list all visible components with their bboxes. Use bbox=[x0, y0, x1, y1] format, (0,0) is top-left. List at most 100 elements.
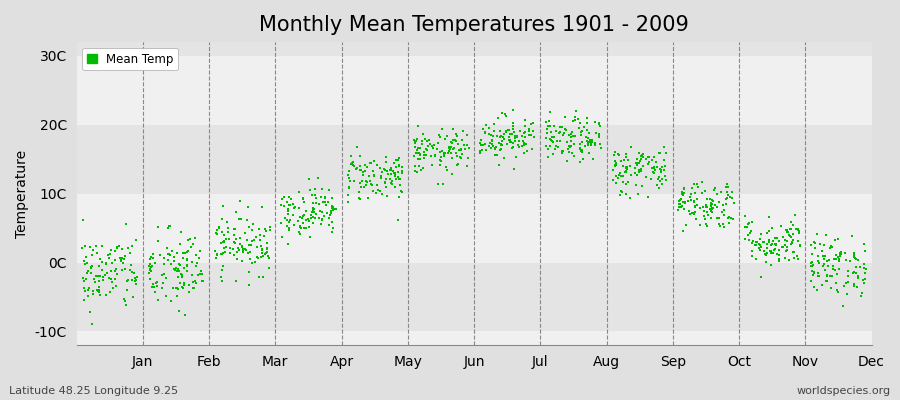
Point bbox=[651, 176, 665, 182]
Point bbox=[164, 298, 178, 304]
Point bbox=[688, 216, 703, 222]
Point bbox=[388, 170, 402, 177]
Point bbox=[854, 290, 868, 296]
Point bbox=[177, 250, 192, 256]
Point bbox=[510, 134, 525, 140]
Point bbox=[647, 165, 662, 171]
Point bbox=[814, 282, 829, 288]
Point bbox=[130, 274, 144, 280]
Point bbox=[389, 176, 403, 182]
Point bbox=[354, 184, 368, 190]
Point bbox=[434, 154, 448, 160]
Point bbox=[180, 268, 194, 274]
Point bbox=[418, 136, 433, 142]
Point bbox=[92, 287, 106, 293]
Point bbox=[573, 145, 588, 151]
Point bbox=[703, 215, 717, 222]
Point bbox=[508, 135, 522, 141]
Point bbox=[260, 245, 274, 251]
Point bbox=[143, 255, 157, 262]
Point bbox=[657, 166, 671, 173]
Point bbox=[620, 157, 634, 163]
Point bbox=[295, 212, 310, 219]
Point bbox=[86, 287, 100, 294]
Point bbox=[86, 290, 100, 297]
Point bbox=[129, 281, 143, 287]
Point bbox=[704, 200, 718, 206]
Point bbox=[157, 261, 171, 267]
Point bbox=[572, 146, 587, 152]
Point bbox=[85, 321, 99, 327]
Point bbox=[491, 152, 505, 158]
Point bbox=[210, 231, 224, 238]
Point bbox=[386, 168, 400, 174]
Point bbox=[248, 259, 262, 265]
Point bbox=[90, 250, 104, 256]
Point bbox=[238, 246, 253, 253]
Point bbox=[554, 147, 569, 154]
Point bbox=[853, 293, 868, 299]
Point bbox=[379, 158, 393, 165]
Point bbox=[389, 157, 403, 164]
Point bbox=[567, 141, 581, 148]
Point bbox=[765, 225, 779, 231]
Point bbox=[580, 120, 594, 126]
Point bbox=[618, 164, 633, 170]
Point bbox=[482, 125, 497, 131]
Point bbox=[79, 259, 94, 266]
Point bbox=[418, 152, 433, 158]
Point bbox=[580, 126, 594, 133]
Point bbox=[584, 141, 598, 147]
Point bbox=[171, 261, 185, 268]
Point bbox=[500, 128, 514, 135]
Point bbox=[157, 271, 171, 277]
Point bbox=[543, 108, 557, 115]
Point bbox=[559, 127, 573, 134]
Point bbox=[446, 126, 460, 132]
Point bbox=[706, 205, 720, 211]
Point bbox=[442, 144, 456, 150]
Point bbox=[235, 244, 249, 250]
Point bbox=[380, 193, 394, 199]
Point bbox=[618, 181, 633, 187]
Point bbox=[847, 282, 861, 288]
Point bbox=[186, 284, 201, 291]
Point bbox=[155, 272, 169, 278]
Point bbox=[572, 141, 587, 147]
Point bbox=[182, 288, 196, 295]
Point bbox=[369, 190, 383, 196]
Point bbox=[94, 266, 109, 273]
Point bbox=[350, 144, 365, 150]
Point bbox=[770, 241, 784, 247]
Point bbox=[100, 270, 114, 276]
Point bbox=[85, 263, 99, 270]
Point bbox=[501, 134, 516, 140]
Legend: Mean Temp: Mean Temp bbox=[83, 48, 178, 70]
Point bbox=[115, 246, 130, 253]
Point bbox=[633, 169, 647, 175]
Point bbox=[710, 215, 724, 221]
Point bbox=[211, 252, 225, 258]
Point bbox=[832, 253, 847, 259]
Point bbox=[257, 233, 272, 239]
Point bbox=[608, 162, 623, 168]
Point bbox=[227, 226, 241, 232]
Point bbox=[437, 150, 452, 156]
Point bbox=[381, 171, 395, 178]
Point bbox=[75, 245, 89, 251]
Point bbox=[236, 246, 250, 252]
Point bbox=[478, 130, 492, 136]
Point bbox=[446, 146, 460, 152]
Point bbox=[644, 176, 659, 182]
Point bbox=[577, 124, 591, 130]
Point bbox=[779, 248, 794, 254]
Point bbox=[518, 128, 532, 135]
Point bbox=[495, 137, 509, 144]
Point bbox=[742, 236, 756, 243]
Point bbox=[482, 143, 496, 149]
Point bbox=[176, 282, 191, 288]
Point bbox=[167, 266, 182, 272]
Point bbox=[500, 141, 514, 147]
Point bbox=[95, 243, 110, 249]
Point bbox=[118, 302, 132, 308]
